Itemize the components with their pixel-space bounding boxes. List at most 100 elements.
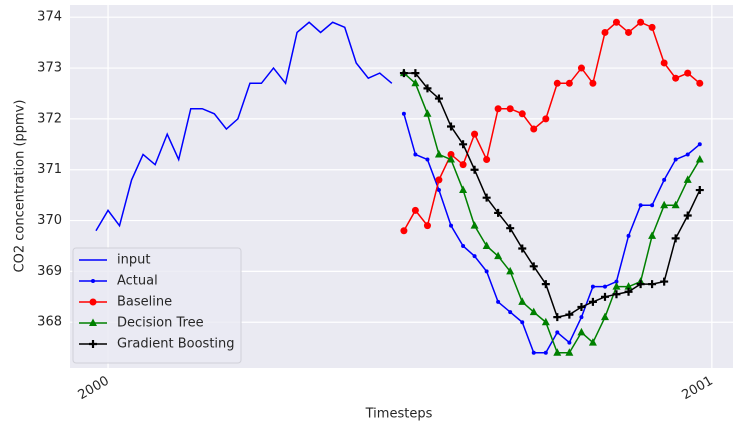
- point: [531, 350, 536, 355]
- point: [494, 208, 503, 217]
- point: [530, 125, 538, 133]
- y-tick-label: 371: [37, 162, 62, 177]
- point: [449, 223, 454, 228]
- point: [696, 79, 704, 87]
- point: [648, 231, 657, 239]
- point: [529, 307, 538, 316]
- point: [624, 287, 633, 296]
- point: [602, 284, 607, 289]
- point: [577, 327, 586, 336]
- point: [529, 262, 538, 271]
- point: [577, 302, 586, 311]
- point: [471, 130, 479, 138]
- legend-label: Actual: [117, 274, 158, 289]
- point: [541, 280, 550, 289]
- point: [614, 279, 619, 284]
- point: [650, 203, 655, 208]
- point: [697, 142, 702, 147]
- point: [671, 234, 680, 243]
- point: [459, 161, 467, 169]
- point: [496, 299, 501, 304]
- y-axis-label: CO2 concentration (ppmv): [13, 100, 28, 273]
- point: [470, 221, 479, 229]
- point: [660, 200, 669, 209]
- point: [506, 105, 514, 113]
- point: [482, 241, 491, 249]
- point: [565, 348, 574, 356]
- point: [434, 149, 443, 158]
- point: [399, 69, 408, 78]
- legend-box: [72, 247, 242, 364]
- x-tick-label: 2001: [679, 374, 715, 404]
- point: [672, 74, 680, 82]
- series-layer: [95, 18, 704, 356]
- point: [506, 224, 515, 233]
- point: [626, 233, 631, 238]
- point: [411, 206, 419, 214]
- point: [482, 193, 491, 202]
- point: [638, 203, 643, 208]
- point: [685, 152, 690, 157]
- point: [648, 23, 656, 31]
- point: [423, 84, 432, 93]
- point: [553, 79, 561, 87]
- point: [579, 315, 584, 320]
- point: [589, 79, 597, 87]
- point: [671, 200, 680, 209]
- legend: input Actual Baseline Decision Tree Gradient…: [72, 247, 242, 364]
- point: [637, 18, 645, 26]
- point: [555, 330, 560, 335]
- point: [577, 64, 585, 72]
- point: [518, 244, 527, 253]
- point: [470, 165, 479, 174]
- point: [600, 292, 609, 301]
- point: [660, 277, 669, 286]
- point: [459, 140, 468, 149]
- point: [411, 69, 420, 78]
- point: [543, 350, 548, 355]
- point: [436, 188, 441, 193]
- series-line: [95, 21, 393, 232]
- point: [494, 105, 502, 113]
- y-tick-label: 374: [37, 10, 62, 25]
- point: [683, 211, 692, 220]
- point: [648, 280, 657, 289]
- point: [91, 279, 95, 283]
- point: [520, 320, 525, 325]
- y-tick-label: 370: [37, 213, 62, 228]
- point: [89, 340, 97, 348]
- point: [625, 28, 633, 36]
- point: [541, 317, 550, 326]
- point: [447, 150, 455, 158]
- point: [425, 157, 430, 162]
- x-tick-label: 2000: [76, 374, 112, 404]
- point: [662, 177, 667, 182]
- point: [565, 310, 574, 319]
- point: [612, 18, 620, 26]
- point: [401, 111, 406, 116]
- point: [494, 251, 503, 260]
- point: [518, 110, 526, 118]
- point: [542, 115, 550, 123]
- point: [423, 222, 431, 230]
- point: [434, 94, 443, 103]
- y-tick-label: 372: [37, 111, 62, 126]
- point: [447, 155, 456, 163]
- point: [695, 186, 704, 195]
- y-tick-label: 369: [37, 264, 62, 279]
- y-tick-label: 373: [37, 61, 62, 76]
- legend-label: Baseline: [117, 295, 172, 310]
- y-tick-label: 368: [37, 315, 62, 330]
- point: [588, 338, 597, 346]
- point: [695, 155, 704, 163]
- point: [601, 28, 609, 36]
- point: [636, 280, 645, 289]
- point: [89, 318, 97, 326]
- point: [447, 122, 456, 131]
- point: [400, 227, 408, 235]
- legend-label: Decision Tree: [117, 316, 204, 331]
- point: [590, 284, 595, 289]
- point: [506, 266, 515, 275]
- point: [461, 243, 466, 248]
